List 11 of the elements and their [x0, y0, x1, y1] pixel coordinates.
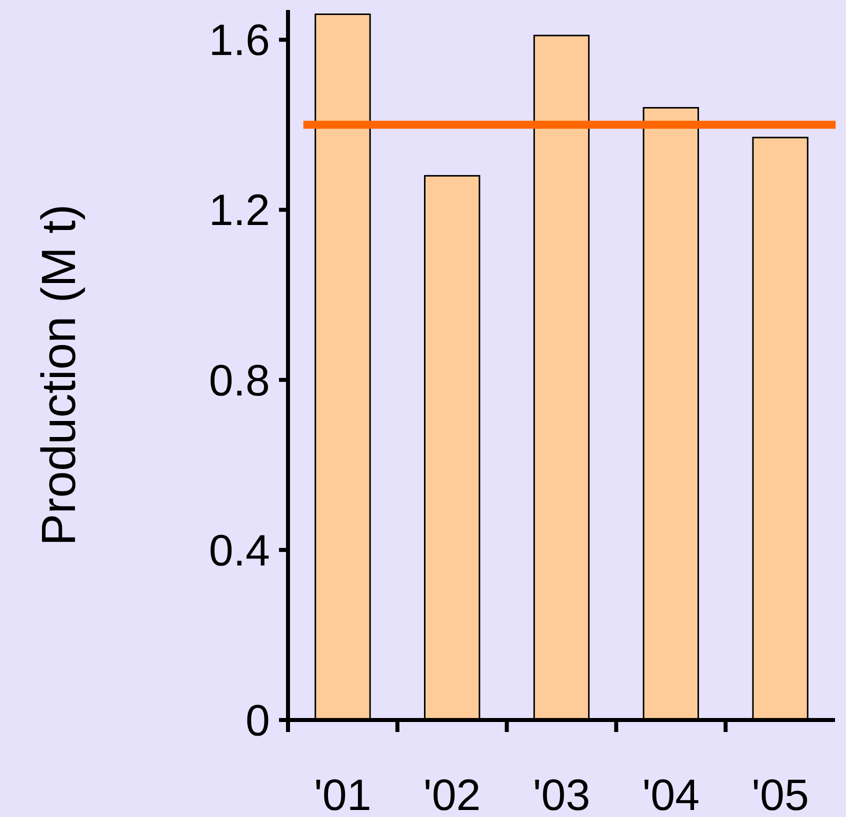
x-tick-label: '04 — [642, 771, 700, 817]
y-tick-label: 0.8 — [208, 356, 270, 406]
y-axis-title: Production (M t) — [33, 204, 86, 546]
y-tick-label: 0.4 — [208, 526, 270, 576]
x-tick-label: '02 — [423, 771, 481, 817]
y-tick-label: 1.6 — [208, 16, 270, 66]
x-tick-label: '03 — [532, 771, 590, 817]
x-tick-label: '01 — [314, 771, 372, 817]
y-tick-label: 1.2 — [208, 186, 270, 236]
x-tick-label: '05 — [752, 771, 809, 817]
y-tick-label: 0 — [246, 696, 270, 746]
